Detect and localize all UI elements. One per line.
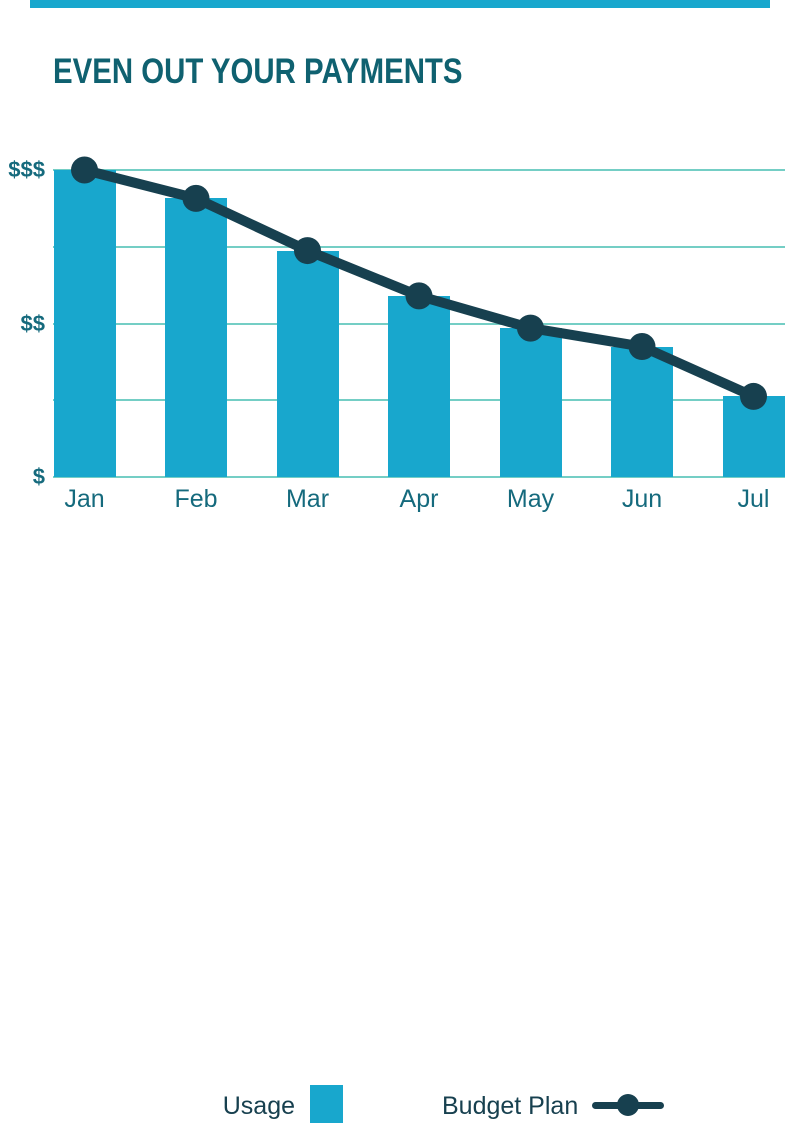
payments-chart: $$$ $$ $ Jan Feb Mar Apr May Jun Jul bbox=[8, 156, 785, 513]
legend-usage-label: Usage bbox=[222, 1092, 295, 1120]
bar-feb bbox=[165, 198, 227, 477]
top-accent-bar bbox=[30, 0, 770, 8]
x-label-may: May bbox=[506, 485, 555, 513]
gridline bbox=[53, 245, 785, 248]
x-label-mar: Mar bbox=[285, 485, 330, 513]
x-label-jul: Jul bbox=[737, 485, 770, 513]
legend-budget-label: Budget Plan bbox=[442, 1092, 579, 1120]
bar-jul bbox=[722, 396, 785, 477]
gridline bbox=[53, 476, 785, 478]
bar-jun bbox=[611, 346, 673, 477]
y-tick-label: $$ bbox=[20, 310, 45, 336]
bar-may bbox=[499, 328, 562, 477]
gridline bbox=[53, 169, 785, 171]
bar-mar bbox=[276, 250, 339, 477]
x-label-apr: Apr bbox=[399, 485, 439, 513]
chart-legend: Usage Budget Plan bbox=[0, 540, 800, 1123]
y-tick-label: $$$ bbox=[8, 157, 45, 182]
usage-swatch bbox=[310, 1085, 343, 1123]
budget-line-dot-icon bbox=[617, 1094, 639, 1116]
x-label-jan: Jan bbox=[64, 485, 105, 513]
bar-jan bbox=[53, 170, 116, 477]
x-label-feb: Feb bbox=[174, 485, 218, 513]
x-label-jun: Jun bbox=[621, 485, 663, 513]
budget-line-swatch bbox=[592, 1094, 664, 1116]
y-tick-label: $ bbox=[32, 464, 45, 489]
page-title: EVEN OUT YOUR PAYMENTS bbox=[53, 52, 463, 91]
bar-apr bbox=[388, 295, 450, 477]
